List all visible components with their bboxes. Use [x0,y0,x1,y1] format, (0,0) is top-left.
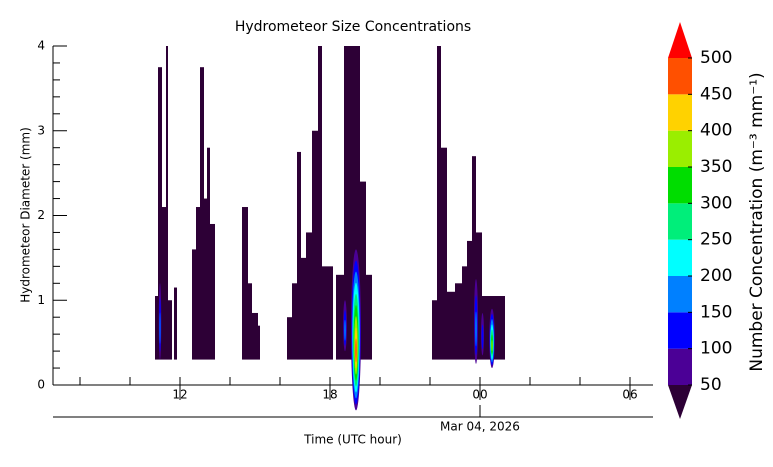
contour-region [447,291,455,360]
contour-region [472,156,476,360]
contour-region [366,274,372,360]
contour-core [159,312,161,344]
contour-region [168,300,172,360]
colorbar-band [668,167,692,204]
contour-region [162,207,166,360]
colorbar-band [668,94,692,131]
contour-region [210,223,215,360]
colorbar-band [668,130,692,167]
contour-region [322,266,333,360]
contour-region [158,67,162,360]
contour-region [467,240,472,360]
contour-region [455,283,462,360]
colorbar-tick-label: 200 [700,266,732,286]
y-tick-label: 1 [37,293,45,307]
contour-core [475,311,477,347]
colorbar-band [668,58,692,95]
date-label: Mar 04, 2026 [440,420,520,434]
y-tick-label: 0 [37,378,45,392]
colorbar-under [668,385,692,419]
contour-region [301,257,306,360]
contour-region [476,232,482,360]
colorbar-label: Number Concentration (m⁻³ mm⁻¹) [747,72,767,371]
contour-region [174,287,177,360]
contour-core [491,339,493,352]
colorbar-band [668,203,692,240]
contour-region [437,46,441,360]
colorbar-tick-label: 500 [700,48,732,68]
contour-region [166,46,168,360]
contour-region [252,312,258,360]
colorbar-tick-label: 400 [700,121,732,141]
contour-region [155,296,158,360]
y-axis-label: Hydrometeor Diameter (mm) [19,127,33,303]
x-tick-label: 18 [322,388,337,402]
chart-title: Hydrometeor Size Concentrations [235,19,471,35]
contour-region [200,67,204,360]
contour-region [318,46,322,360]
colorbar-tick-label: 250 [700,230,732,250]
contour-region [292,283,297,360]
colorbar-tick-label: 50 [700,375,722,395]
colorbar-over [668,22,692,58]
contour-region [248,283,252,360]
contour-region [192,249,196,360]
contour-region [287,317,292,360]
contour-region [204,198,207,360]
contour-region [258,325,260,360]
y-tick-label: 3 [37,123,45,137]
x-tick-label: 06 [622,388,637,402]
contour-region [441,147,447,360]
contour-region [462,266,467,360]
contour-region [242,207,248,360]
colorbar-band [668,312,692,349]
colorbar-band [668,348,692,385]
x-tick-label: 00 [472,388,487,402]
colorbar-tick-label: 150 [700,302,732,322]
colorbar-tick-label: 100 [700,339,732,359]
contour-region [306,232,312,360]
contour-region [196,207,200,360]
contour-region [360,181,366,360]
colorbar-tick-label: 350 [700,157,732,177]
y-tick-label: 2 [37,208,45,222]
contour-region [336,274,344,360]
colorbar-band [668,276,692,313]
contour-region [312,130,318,360]
colorbar-band [668,239,692,276]
x-axis-label: Time (UTC hour) [303,433,402,447]
y-tick-label: 4 [37,39,45,53]
contour-region [432,300,437,360]
colorbar-tick-label: 450 [700,84,732,104]
contour-core [344,319,346,341]
contour-region [207,147,210,360]
contour-region [297,151,301,360]
x-tick-label: 12 [172,388,187,402]
colorbar-tick-label: 300 [700,193,732,213]
contour-core [481,324,484,350]
contour-core [355,338,357,363]
